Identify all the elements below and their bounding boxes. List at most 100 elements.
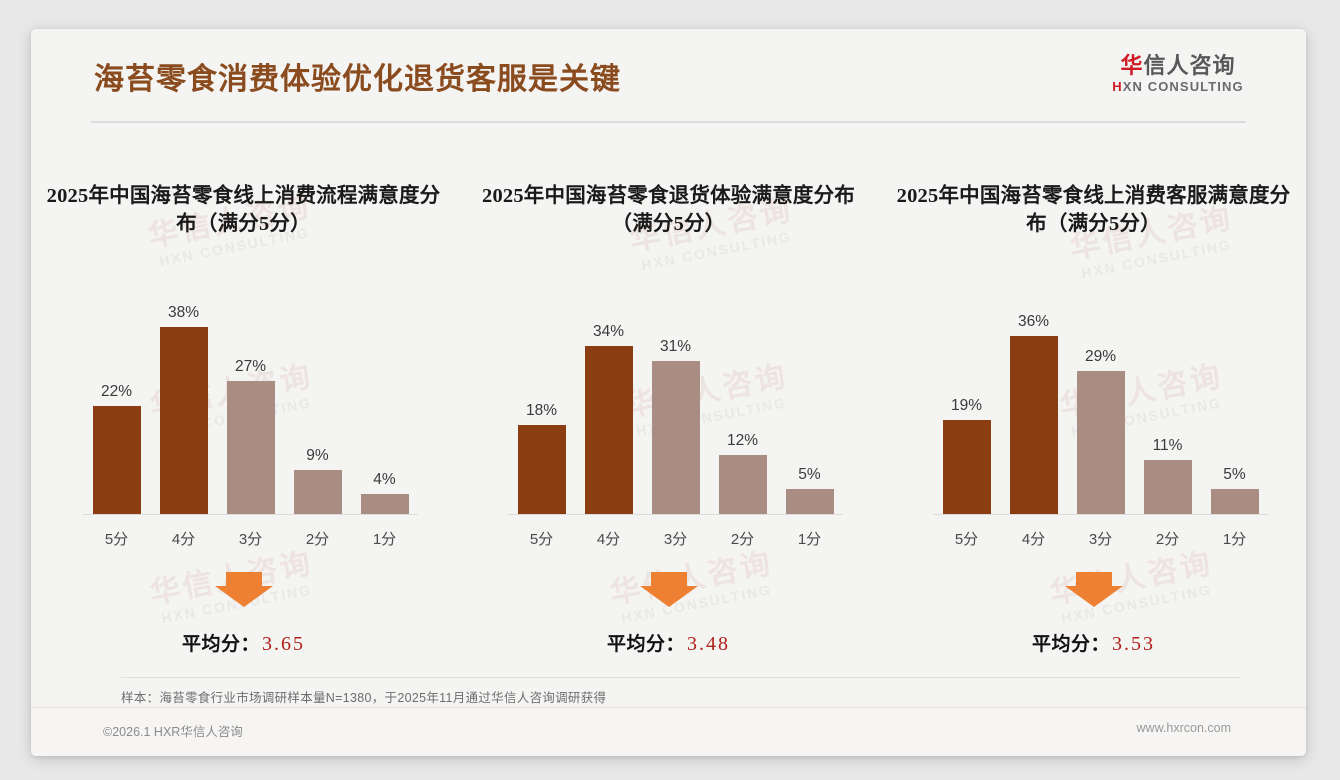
average-score: 平均分： 3.65	[31, 629, 456, 656]
bar-value-label: 9%	[306, 446, 329, 464]
axis-tick-label: 2分	[730, 531, 755, 548]
bar	[718, 454, 767, 514]
bar	[1009, 336, 1058, 514]
logo-cn-rest: 信人咨询	[1143, 53, 1236, 78]
bar-value-label: 34%	[592, 323, 625, 341]
bar-value-label: 5%	[1223, 466, 1246, 484]
slide-header: 海苔零食消费体验优化退货客服是关键 华信人咨询 HXN CONSULTING	[31, 29, 1306, 121]
bar	[293, 469, 342, 514]
bar-column: 19%	[933, 297, 1000, 514]
bar	[651, 361, 700, 514]
x-axis-labels: 5分 4分 3分 2分 1分	[83, 528, 418, 549]
axis-tick-label: 2分	[305, 531, 330, 548]
logo-english-text: HXN CONSULTING	[1088, 79, 1268, 94]
plot-area: 22% 38% 27% 9% 4%	[83, 297, 418, 515]
average-value: 3.48	[687, 633, 730, 655]
axis-tick-label: 5分	[529, 531, 554, 548]
slide-canvas: 海苔零食消费体验优化退货客服是关键 华信人咨询 HXN CONSULTING 华…	[31, 29, 1306, 756]
chart-panel-1: 2025年中国海苔零食线上消费流程满意度分布（满分5分） 22% 38% 27% 9%…	[31, 147, 456, 667]
bar-value-label: 38%	[167, 303, 200, 321]
bar	[360, 494, 409, 514]
average-value: 3.65	[262, 633, 305, 655]
axis-tick-label: 1分	[372, 531, 397, 548]
bar-column: 18%	[508, 297, 575, 514]
bar-column: 11%	[1134, 297, 1201, 514]
bar-column: 27%	[217, 297, 284, 514]
axis-tick-label: 4分	[1021, 531, 1046, 548]
bar-column: 29%	[1067, 297, 1134, 514]
bar	[92, 405, 141, 514]
logo-chinese-text: 华信人咨询	[1088, 53, 1268, 78]
source-note: 样本：海苔零食行业市场调研样本量N=1380，于2025年11月通过华信人咨询调…	[121, 691, 607, 705]
axis-tick-label: 3分	[238, 531, 263, 548]
axis-tick-label: 1分	[797, 531, 822, 548]
bar-value-label: 29%	[1084, 347, 1117, 365]
bar	[584, 346, 633, 514]
bar-column: 5%	[1201, 297, 1268, 514]
bar-column: 36%	[1000, 297, 1067, 514]
company-logo: 华信人咨询 HXN CONSULTING	[1088, 53, 1268, 94]
footer-copyright: ©2026.1 HXR华信人咨询	[103, 725, 243, 739]
arrow-stem	[650, 572, 687, 586]
bar-value-label: 12%	[726, 431, 759, 449]
chart-panels: 2025年中国海苔零食线上消费流程满意度分布（满分5分） 22% 38% 27% 9%…	[31, 147, 1306, 667]
logo-en-rest: XN CONSULTING	[1122, 79, 1244, 95]
bar-column: 22%	[83, 297, 150, 514]
plot-area: 18% 34% 31% 12% 5%	[508, 297, 843, 515]
x-axis-labels: 5分 4分 3分 2分 1分	[508, 528, 843, 549]
average-value: 3.53	[1112, 633, 1155, 655]
bar-chart: 18% 34% 31% 12% 5% 5分 4分 3分 2分 1分	[456, 297, 881, 557]
chart-panel-2: 2025年中国海苔零食退货体验满意度分布（满分5分） 18% 34% 31% 12% 5…	[456, 147, 881, 667]
slide-footer: ©2026.1 HXR华信人咨询 www.hxrcon.com	[31, 707, 1306, 756]
source-divider	[121, 677, 1241, 678]
bar	[942, 420, 991, 514]
average-score: 平均分： 3.48	[456, 629, 881, 656]
axis-tick-label: 5分	[104, 531, 129, 548]
bar-value-label: 4%	[373, 471, 396, 489]
bar-value-label: 19%	[950, 397, 983, 415]
average-label: 平均分：	[606, 634, 685, 655]
bar-column: 9%	[284, 297, 351, 514]
bar	[785, 489, 834, 514]
axis-tick-label: 1分	[1222, 531, 1247, 548]
bar	[226, 380, 275, 514]
header-divider	[91, 121, 1246, 123]
x-axis-labels: 5分 4分 3分 2分 1分	[933, 528, 1268, 549]
bar-column: 12%	[709, 297, 776, 514]
axis-tick-label: 5分	[954, 531, 979, 548]
bar	[1076, 370, 1125, 514]
arrow-stem	[1075, 572, 1112, 586]
arrow-head	[1064, 586, 1123, 607]
plot-area: 19% 36% 29% 11% 5%	[933, 297, 1268, 515]
logo-cn-highlight: 华	[1120, 53, 1144, 78]
chart-title: 2025年中国海苔零食线上消费流程满意度分布（满分5分）	[46, 185, 441, 236]
bar	[517, 425, 566, 514]
bar-column: 31%	[642, 297, 709, 514]
axis-tick-label: 2分	[1155, 531, 1180, 548]
axis-tick-label: 3分	[663, 531, 688, 548]
arrow-head	[214, 586, 273, 607]
bar-value-label: 22%	[100, 382, 133, 400]
chart-title: 2025年中国海苔零食线上消费客服满意度分布（满分5分）	[896, 185, 1291, 236]
axis-tick-label: 4分	[171, 531, 196, 548]
bar-chart: 22% 38% 27% 9% 4% 5分 4分 3分 2分 1分	[31, 297, 456, 557]
axis-tick-label: 3分	[1088, 531, 1113, 548]
bar	[1210, 489, 1259, 514]
bar-column: 34%	[575, 297, 642, 514]
logo-en-highlight: H	[1112, 79, 1123, 95]
arrow-stem	[225, 572, 262, 586]
bar-value-label: 36%	[1017, 313, 1050, 331]
bar	[1143, 459, 1192, 514]
bar-value-label: 31%	[659, 338, 692, 356]
footer-divider	[31, 707, 1306, 708]
bar-column: 38%	[150, 297, 217, 514]
bar-value-label: 27%	[234, 357, 267, 375]
bar-value-label: 5%	[798, 466, 821, 484]
footer-website: www.hxrcon.com	[1136, 721, 1231, 735]
arrow-head	[639, 586, 698, 607]
chart-title: 2025年中国海苔零食退货体验满意度分布（满分5分）	[482, 185, 855, 236]
bar-chart: 19% 36% 29% 11% 5% 5分 4分 3分 2分 1分	[881, 297, 1306, 557]
bar-value-label: 11%	[1152, 436, 1183, 454]
average-score: 平均分： 3.53	[881, 629, 1306, 656]
average-label: 平均分：	[1031, 634, 1110, 655]
